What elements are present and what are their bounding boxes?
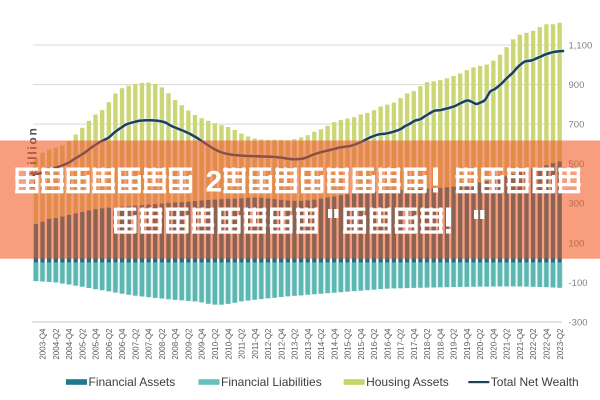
svg-text:2021-Q4: 2021-Q4 — [516, 328, 525, 360]
svg-text:2016-Q2: 2016-Q2 — [370, 328, 379, 360]
svg-text:2017-Q2: 2017-Q2 — [397, 328, 406, 360]
svg-text:Financial Assets: Financial Assets — [89, 375, 176, 389]
svg-text:2004-Q2: 2004-Q2 — [52, 328, 61, 360]
svg-text:2011-Q2: 2011-Q2 — [238, 328, 247, 359]
svg-text:2010-Q2: 2010-Q2 — [211, 328, 220, 360]
svg-text:2020-Q2: 2020-Q2 — [476, 328, 485, 360]
svg-text:2006-Q2: 2006-Q2 — [105, 328, 114, 360]
svg-text:2004-Q4: 2004-Q4 — [65, 328, 74, 360]
svg-text:900: 900 — [569, 80, 585, 91]
svg-text:2005-Q2: 2005-Q2 — [78, 328, 87, 360]
svg-text:2022-Q2: 2022-Q2 — [529, 328, 538, 360]
svg-text:2005-Q4: 2005-Q4 — [92, 328, 101, 360]
svg-text:2018-Q2: 2018-Q2 — [423, 328, 432, 360]
svg-text:2013-Q4: 2013-Q4 — [304, 328, 313, 360]
svg-text:2015-Q4: 2015-Q4 — [357, 328, 366, 360]
svg-text:Financial Liabilities: Financial Liabilities — [221, 375, 322, 389]
svg-text:2003-Q4: 2003-Q4 — [39, 328, 48, 360]
svg-text:Housing Assets: Housing Assets — [366, 375, 449, 389]
svg-text:2: 2 — [206, 166, 223, 199]
svg-text:2019-Q4: 2019-Q4 — [463, 328, 472, 360]
svg-text:1,100: 1,100 — [569, 40, 593, 51]
svg-text:Total Net Wealth: Total Net Wealth — [491, 375, 579, 389]
svg-text:2006-Q4: 2006-Q4 — [118, 328, 127, 360]
svg-text:2007-Q4: 2007-Q4 — [145, 328, 154, 360]
svg-text:-100: -100 — [569, 278, 588, 289]
svg-text:2015-Q2: 2015-Q2 — [344, 328, 353, 360]
svg-text:2023-Q2: 2023-Q2 — [556, 328, 565, 360]
svg-text:700: 700 — [569, 120, 585, 131]
svg-text:2014-Q2: 2014-Q2 — [317, 328, 326, 360]
svg-text:2016-Q4: 2016-Q4 — [383, 328, 392, 360]
svg-text:-300: -300 — [569, 317, 588, 328]
svg-text:2008-Q4: 2008-Q4 — [171, 328, 180, 360]
svg-text:2008-Q2: 2008-Q2 — [158, 328, 167, 360]
svg-text:2014-Q4: 2014-Q4 — [330, 328, 339, 360]
svg-text:2009-Q4: 2009-Q4 — [198, 328, 207, 360]
svg-text:2018-Q4: 2018-Q4 — [436, 328, 445, 360]
svg-text:2022-Q4: 2022-Q4 — [542, 328, 551, 360]
svg-text:2013-Q2: 2013-Q2 — [291, 328, 300, 360]
svg-text:2017-Q4: 2017-Q4 — [410, 328, 419, 360]
svg-text:2019-Q2: 2019-Q2 — [450, 328, 459, 360]
svg-text:2021-Q2: 2021-Q2 — [503, 328, 512, 360]
svg-text:2020-Q4: 2020-Q4 — [489, 328, 498, 360]
svg-text:2007-Q2: 2007-Q2 — [131, 328, 140, 360]
svg-text:2012-Q2: 2012-Q2 — [264, 328, 273, 360]
svg-text:2012-Q4: 2012-Q4 — [277, 328, 286, 360]
svg-text:2011-Q4: 2011-Q4 — [251, 328, 260, 359]
svg-text:2009-Q2: 2009-Q2 — [184, 328, 193, 360]
svg-text:2010-Q4: 2010-Q4 — [224, 328, 233, 360]
